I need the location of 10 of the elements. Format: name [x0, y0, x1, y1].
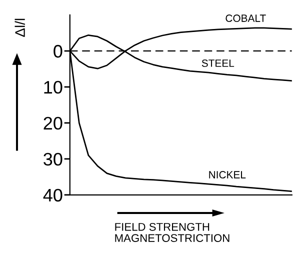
y-axis-title: Δl/l [14, 18, 25, 37]
y-tick-label: 10 [44, 80, 62, 94]
y-tick-label: 0 [54, 44, 62, 58]
y-tick-label: 40 [43, 188, 62, 202]
series-label: STEEL [202, 60, 234, 67]
y-tick-label: 20 [44, 116, 62, 130]
y-tick-label: 30 [44, 152, 62, 166]
series-label: NICKEL [209, 171, 246, 178]
x-axis-title: FIELD STRENGTH MAGNETOSTRICTION [115, 222, 230, 242]
series-label: COBALT [226, 14, 266, 22]
